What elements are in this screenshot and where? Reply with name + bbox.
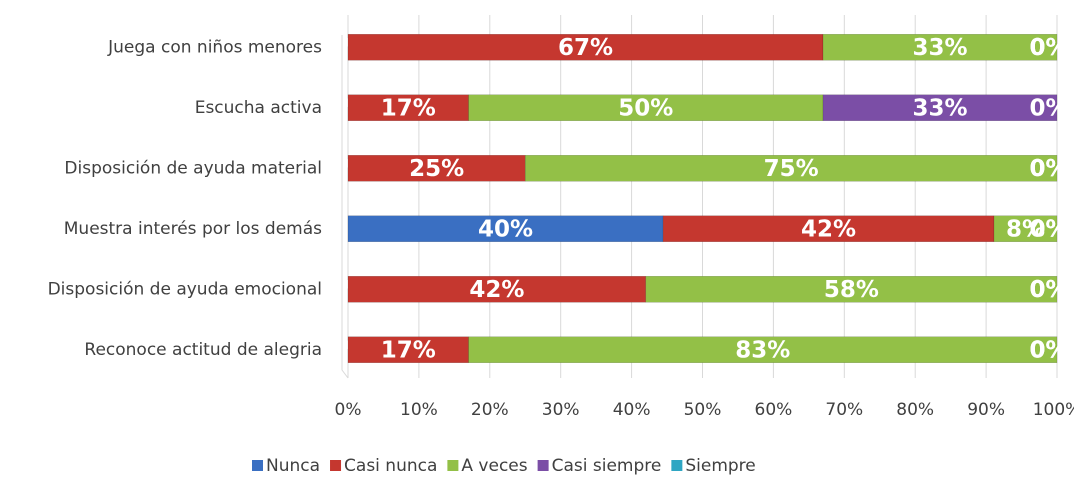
bar-group xyxy=(347,215,1058,242)
data-label: 33% xyxy=(912,35,967,61)
legend-label: A veces xyxy=(461,456,527,476)
x-tick-label: 40% xyxy=(613,400,651,420)
legend-swatch xyxy=(252,460,263,471)
legend-swatch xyxy=(671,460,683,471)
bar-segment xyxy=(525,155,1058,182)
data-label: 0% xyxy=(1029,337,1068,363)
data-label: 75% xyxy=(764,156,819,182)
bar-segment xyxy=(347,34,824,61)
data-label: 83% xyxy=(735,337,790,363)
x-tick-label: 100% xyxy=(1033,400,1074,420)
x-tick-label: 0% xyxy=(335,400,362,420)
bar-segment xyxy=(347,215,664,242)
bar-segment xyxy=(347,155,526,182)
bar-group: 0% xyxy=(345,34,1058,61)
bar-segment xyxy=(822,34,1058,61)
data-label: 0% xyxy=(1029,277,1068,303)
bar-group: 0% xyxy=(345,336,1058,363)
bar-segment xyxy=(645,276,1058,303)
legend: Nunca Casi nunca A veces Casi siempre Siempr… xyxy=(252,456,756,476)
data-label: 0% xyxy=(1029,216,1068,242)
y-tick-label: Escucha activa xyxy=(195,98,322,118)
data-label: 0% xyxy=(1029,156,1068,182)
bar-group: 0% xyxy=(345,276,1058,303)
bar-segment xyxy=(468,94,824,121)
y-tick-label: Disposición de ayuda emocional xyxy=(48,279,322,299)
x-tick-label: 70% xyxy=(825,400,863,420)
data-label: 40% xyxy=(478,216,533,242)
data-label: 0% xyxy=(1029,95,1068,121)
floor xyxy=(341,35,349,379)
data-label: 0% xyxy=(1029,156,1068,182)
legend-swatch xyxy=(537,460,549,471)
bar-segment xyxy=(822,94,1058,121)
bar-segment xyxy=(662,215,995,242)
data-label: 17% xyxy=(381,337,436,363)
bar-segment xyxy=(347,336,469,363)
bar-segment xyxy=(993,215,1058,242)
legend-swatch xyxy=(330,460,342,471)
y-tick-label: Juega con niños menores xyxy=(107,37,322,57)
data-label: 50% xyxy=(618,95,673,121)
data-label: 25% xyxy=(409,156,464,182)
data-label: 0% xyxy=(1029,35,1068,61)
x-tick-label: 20% xyxy=(471,400,509,420)
bar-group: 0% xyxy=(345,94,1058,121)
data-label: 58% xyxy=(824,277,879,303)
legend-label: Casi siempre xyxy=(552,456,662,476)
bar-group: 0% xyxy=(345,155,1058,182)
data-label: 67% xyxy=(558,35,613,61)
data-label: 42% xyxy=(801,216,856,242)
data-label: 17% xyxy=(381,95,436,121)
bar-segment xyxy=(347,276,647,303)
data-label: 0% xyxy=(1029,35,1068,61)
legend-label: Nunca xyxy=(266,456,320,476)
data-label: 42% xyxy=(469,277,524,303)
x-tick-label: 80% xyxy=(896,400,934,420)
x-tick-label: 10% xyxy=(400,400,438,420)
legend-swatch xyxy=(447,460,459,471)
data-labels: 67% 33% 0%0%17% 50% 33% 0%25% 75% 0%0%40% 42% 8%0… xyxy=(381,35,1069,364)
legend-label: Casi nunca xyxy=(344,456,437,476)
bar-segment xyxy=(468,336,1058,363)
x-tick-label: 30% xyxy=(542,400,580,420)
x-tick-label: 50% xyxy=(684,400,722,420)
x-tick-label: 90% xyxy=(967,400,1005,420)
x-tick-label: 60% xyxy=(755,400,793,420)
data-label: 33% xyxy=(912,95,967,121)
data-label: 0% xyxy=(1029,216,1068,242)
y-tick-label: Disposición de ayuda material xyxy=(64,158,322,178)
bar-segment xyxy=(347,94,469,121)
y-tick-label: Reconoce actitud de alegria xyxy=(84,340,322,360)
y-tick-label: Muestra interés por los demás xyxy=(64,219,322,239)
data-label: 0% xyxy=(1029,337,1068,363)
data-label: 8% xyxy=(1006,216,1045,242)
data-label: 0% xyxy=(1029,277,1068,303)
legend-label: Siempre xyxy=(685,456,755,476)
